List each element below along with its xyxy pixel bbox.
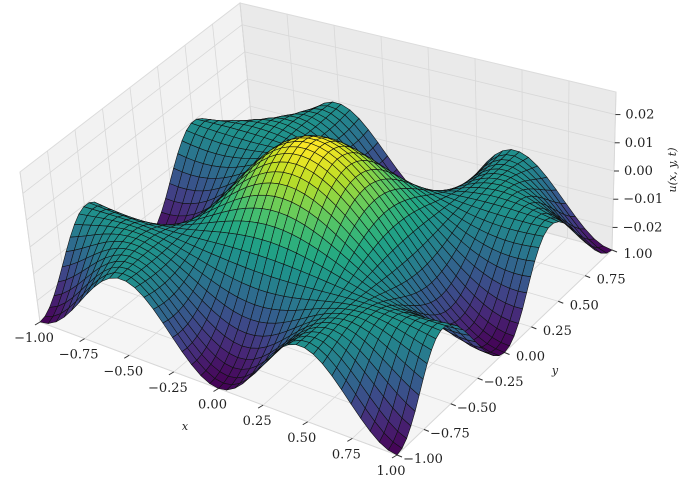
y-tick-mark — [558, 300, 564, 304]
x-axis-label: x — [182, 420, 189, 433]
y-tick-mark — [504, 352, 510, 355]
x-tick-label: −1.00 — [14, 331, 54, 346]
surface-mesh — [39, 101, 613, 456]
y-axis: y −1.00 −0.75 −0.50 −0.25 0.00 0.25 0.50 0.75 1.… — [396, 247, 653, 467]
y-tick-label: −0.25 — [484, 375, 524, 390]
x-tick-mark — [213, 388, 219, 392]
z-tick-label: −0.02 — [623, 220, 663, 235]
x-axis: x −1.00 −0.75 −0.50 −0.25 0.00 0.25 0.50 0.75 1.… — [14, 321, 406, 479]
x-tick-mark — [123, 354, 130, 359]
wall-gridline-z — [22, 24, 243, 194]
y-tick-label: 0.25 — [543, 324, 572, 339]
y-tick-label: 0.75 — [597, 273, 626, 288]
x-tick-label: 0.50 — [287, 431, 316, 446]
z-tick-label: 0.00 — [624, 164, 653, 179]
x-tick-label: 0.00 — [198, 398, 227, 413]
z-tick-label: 0.02 — [625, 108, 654, 123]
wall-gridline-z — [242, 24, 616, 115]
x-tick-mark — [34, 321, 41, 326]
x-tick-label: −0.25 — [148, 381, 188, 396]
wall-gridline-z — [247, 78, 615, 172]
y-tick-mark — [450, 403, 456, 407]
x-tick-label: −0.75 — [59, 348, 99, 363]
x-tick-mark — [347, 437, 353, 442]
y-tick-mark — [584, 275, 591, 279]
x-tick-mark — [302, 421, 309, 426]
x-tick-label: −0.50 — [103, 364, 143, 379]
y-tick-label: −0.50 — [457, 401, 497, 416]
wall-gridline-z — [244, 51, 615, 144]
y-tick-mark — [531, 326, 537, 330]
surface-face — [387, 441, 403, 456]
x-tick-mark — [391, 454, 398, 459]
y-tick-label: 0.50 — [570, 298, 599, 313]
z-tick-label: 0.01 — [625, 136, 654, 151]
x-tick-mark — [257, 404, 264, 409]
y-tick-mark — [396, 454, 403, 458]
wall-gridline-z — [29, 78, 248, 248]
y-tick-mark — [423, 428, 430, 432]
z-tick-label: −0.01 — [623, 192, 663, 207]
x-tick-label: 0.25 — [243, 414, 272, 429]
y-tick-label: 0.00 — [516, 350, 545, 365]
wall-gridline-z — [26, 51, 246, 221]
x-tick-mark — [168, 371, 175, 376]
y-tick-label: −1.00 — [403, 452, 443, 467]
x-tick-label: 1.00 — [377, 464, 406, 479]
x-tick-label: 0.75 — [332, 447, 361, 462]
z-axis: u(x, y, t) −0.02 −0.01 0.00 0.01 0.02 — [612, 108, 679, 235]
y-axis-label: y — [551, 364, 559, 377]
z-axis-label: u(x, y, t) — [666, 147, 679, 192]
y-tick-mark — [611, 249, 618, 253]
y-tick-mark — [477, 377, 483, 381]
y-tick-label: −0.75 — [430, 426, 470, 441]
y-tick-label: 1.00 — [624, 247, 653, 262]
x-tick-mark — [79, 338, 85, 343]
